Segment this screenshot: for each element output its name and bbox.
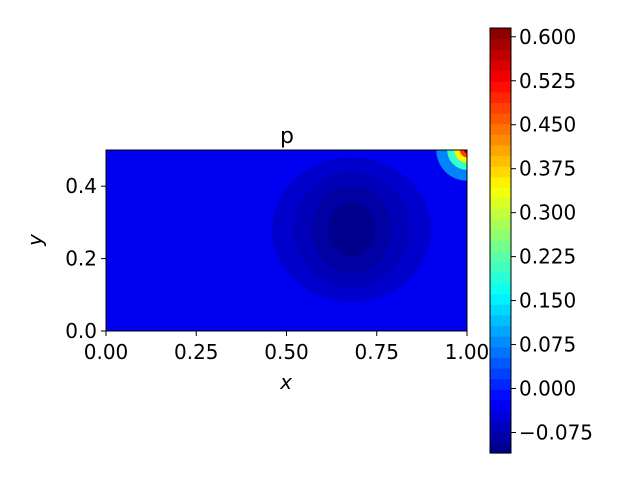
colorbar-band	[490, 346, 511, 358]
colorbar-bands	[490, 28, 511, 454]
y-axis-label: y	[23, 233, 47, 247]
y-tick-label: 0.0	[65, 319, 97, 343]
colorbar-tick-label: 0.000	[519, 377, 576, 401]
colorbar-ticks: −0.075 0.000 0.075 0.150 0.225 0.300 0.375 0.45…	[511, 25, 593, 444]
colorbar-band	[490, 176, 511, 188]
colorbar-band	[490, 421, 511, 433]
colorbar-band	[490, 113, 511, 125]
colorbar-tick-label: 0.225	[519, 245, 576, 269]
colorbar-tick-label: −0.075	[519, 420, 593, 444]
colorbar-band	[490, 208, 511, 220]
x-axis-ticks: 0.00 0.25 0.50 0.75 1.00	[84, 331, 490, 364]
colorbar-frame	[489, 27, 512, 454]
colorbar-band	[490, 28, 511, 40]
high-pressure-contour-4	[463, 150, 467, 154]
colorbar-band	[490, 144, 511, 157]
colorbar-band	[490, 134, 511, 146]
chart-title: p	[280, 124, 294, 149]
colorbar-band	[490, 442, 511, 454]
colorbar-band	[490, 187, 511, 199]
x-tick-label: 1.00	[445, 340, 490, 364]
colorbar-band	[490, 251, 511, 263]
colorbar-band	[490, 293, 511, 305]
colorbar-band	[490, 378, 511, 390]
colorbar-band	[490, 389, 511, 401]
x-axis-label: x	[279, 370, 292, 394]
y-tick-label: 0.4	[65, 174, 97, 198]
colorbar-band	[490, 59, 511, 72]
colorbar-band	[490, 198, 511, 210]
colorbar-band	[490, 166, 511, 178]
y-tick-label: 0.2	[65, 247, 97, 271]
colorbar-band	[490, 399, 511, 412]
contour-field	[272, 150, 467, 303]
colorbar-band	[490, 325, 511, 337]
x-tick-label: 0.25	[174, 340, 219, 364]
colorbar-tick-label: 0.450	[519, 113, 576, 137]
colorbar-band	[490, 357, 511, 369]
colorbar-band	[490, 102, 511, 114]
y-axis-ticks: 0.0 0.2 0.4	[65, 174, 106, 343]
low-pressure-contour-3	[328, 202, 375, 257]
colorbar-band	[490, 38, 511, 50]
colorbar-band	[490, 81, 511, 93]
colorbar-tick-label: 0.075	[519, 333, 576, 357]
colorbar-tick-label: 0.600	[519, 25, 576, 49]
colorbar-tick-label: 0.300	[519, 201, 576, 225]
colorbar-band	[490, 314, 511, 327]
colorbar-band	[490, 91, 511, 103]
colorbar-tick-label: 0.525	[519, 69, 576, 93]
colorbar-band	[490, 123, 511, 135]
colorbar-band	[490, 336, 511, 348]
colorbar-band	[490, 229, 511, 242]
colorbar-tick-label: 0.150	[519, 289, 576, 313]
colorbar-band	[490, 368, 511, 380]
contour-plot: 0.00 0.25 0.50 0.75 1.00 0.0 0.2 0.4	[65, 149, 490, 364]
colorbar-band	[490, 155, 511, 167]
colorbar-band	[490, 240, 511, 252]
colorbar-band	[490, 70, 511, 82]
colorbar-band	[490, 261, 511, 273]
colorbar-tick-label: 0.375	[519, 157, 576, 181]
colorbar-band	[490, 272, 511, 284]
colorbar-band	[490, 431, 511, 443]
colorbar-band	[490, 49, 511, 61]
colorbar-band	[490, 283, 511, 295]
colorbar-band	[490, 219, 511, 231]
colorbar: −0.075 0.000 0.075 0.150 0.225 0.300 0.375 0.45…	[489, 25, 593, 454]
colorbar-band	[490, 304, 511, 316]
x-tick-label: 0.75	[354, 340, 399, 364]
x-tick-label: 0.50	[264, 340, 309, 364]
colorbar-band	[490, 410, 511, 422]
x-tick-label: 0.00	[84, 340, 129, 364]
